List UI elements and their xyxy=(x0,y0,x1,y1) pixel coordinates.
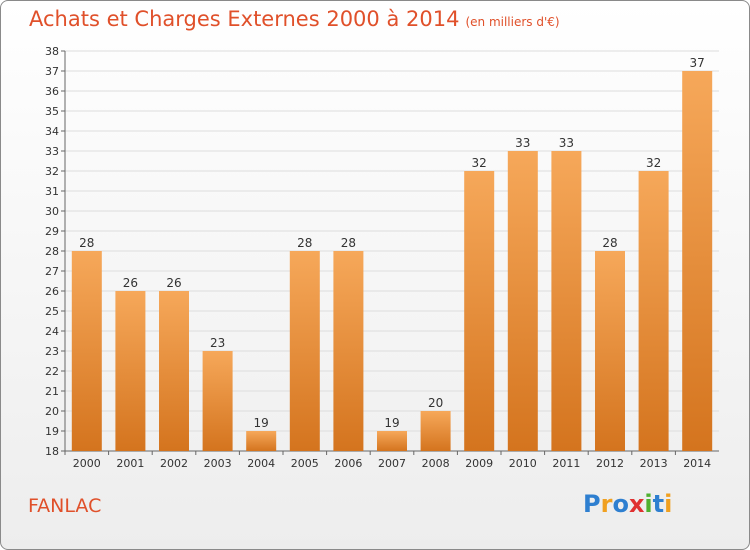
y-tick-label: 23 xyxy=(45,345,59,358)
bar-value-label: 28 xyxy=(297,236,312,250)
logo-letter: t xyxy=(652,490,665,518)
proxiti-logo: Proxiti xyxy=(583,490,672,518)
bar xyxy=(71,251,102,451)
x-tick-label: 2004 xyxy=(247,457,275,470)
bar-value-label: 26 xyxy=(166,276,181,290)
bar xyxy=(682,71,713,451)
bar-value-label: 33 xyxy=(559,136,574,150)
bar xyxy=(420,411,451,451)
y-tick-label: 28 xyxy=(45,245,59,258)
place-label: FANLAC xyxy=(28,495,102,517)
bar xyxy=(333,251,364,451)
y-tick-label: 24 xyxy=(45,325,59,338)
x-tick-label: 2001 xyxy=(116,457,144,470)
x-tick-label: 2007 xyxy=(378,457,406,470)
x-tick-label: 2010 xyxy=(509,457,537,470)
y-tick-label: 27 xyxy=(45,265,59,278)
bar xyxy=(638,171,669,451)
chart-title-text: Achats et Charges Externes 2000 à 2014 xyxy=(29,7,460,31)
x-tick-label: 2006 xyxy=(334,457,362,470)
bar-value-label: 28 xyxy=(341,236,356,250)
bar-value-label: 20 xyxy=(428,396,443,410)
x-tick-label: 2011 xyxy=(552,457,580,470)
y-tick-label: 38 xyxy=(45,45,59,58)
y-tick-label: 26 xyxy=(45,285,59,298)
y-tick-label: 29 xyxy=(45,225,59,238)
bar-value-label: 33 xyxy=(515,136,530,150)
bar-value-label: 32 xyxy=(472,156,487,170)
y-tick-label: 30 xyxy=(45,205,59,218)
y-tick-label: 19 xyxy=(45,425,59,438)
y-tick-label: 36 xyxy=(45,85,59,98)
bar-value-label: 19 xyxy=(254,416,269,430)
bar xyxy=(159,291,189,451)
x-tick-label: 2002 xyxy=(160,457,188,470)
logo-letter: x xyxy=(628,490,645,518)
y-tick-label: 22 xyxy=(45,365,59,378)
bar xyxy=(464,171,495,451)
x-tick-label: 2014 xyxy=(683,457,711,470)
x-tick-label: 2005 xyxy=(291,457,319,470)
bar-value-label: 23 xyxy=(210,336,225,350)
y-tick-label: 18 xyxy=(45,445,59,458)
bar-value-label: 28 xyxy=(79,236,94,250)
x-tick-label: 2000 xyxy=(73,457,101,470)
x-tick-label: 2008 xyxy=(422,457,450,470)
y-tick-label: 33 xyxy=(45,145,59,158)
bar-value-label: 26 xyxy=(123,276,138,290)
bar-value-label: 19 xyxy=(384,416,399,430)
logo-letter: P xyxy=(583,490,601,518)
y-tick-label: 32 xyxy=(45,165,59,178)
bar xyxy=(115,291,146,451)
bar-value-label: 37 xyxy=(690,56,705,70)
y-tick-label: 31 xyxy=(45,185,59,198)
logo-letter: o xyxy=(612,490,629,518)
bar xyxy=(246,431,277,451)
y-tick-label: 34 xyxy=(45,125,59,138)
logo-letter: i xyxy=(644,490,653,518)
x-tick-label: 2009 xyxy=(465,457,493,470)
chart-title: Achats et Charges Externes 2000 à 2014 (e… xyxy=(29,7,560,31)
bar xyxy=(595,251,625,451)
bar-value-label: 28 xyxy=(602,236,617,250)
x-tick-label: 2003 xyxy=(204,457,232,470)
bar xyxy=(507,151,538,451)
logo-letter: i xyxy=(664,490,673,518)
y-tick-label: 25 xyxy=(45,305,59,318)
logo-letter: r xyxy=(600,490,613,518)
y-tick-label: 21 xyxy=(45,385,59,398)
bar xyxy=(377,431,407,451)
y-tick-label: 35 xyxy=(45,105,59,118)
bar xyxy=(551,151,582,451)
x-tick-label: 2012 xyxy=(596,457,624,470)
y-tick-label: 37 xyxy=(45,65,59,78)
bar xyxy=(289,251,320,451)
bar-value-label: 32 xyxy=(646,156,661,170)
y-tick-label: 20 xyxy=(45,405,59,418)
chart-subtitle: (en milliers d'€) xyxy=(465,15,560,29)
x-tick-label: 2013 xyxy=(640,457,668,470)
bar xyxy=(202,351,233,451)
